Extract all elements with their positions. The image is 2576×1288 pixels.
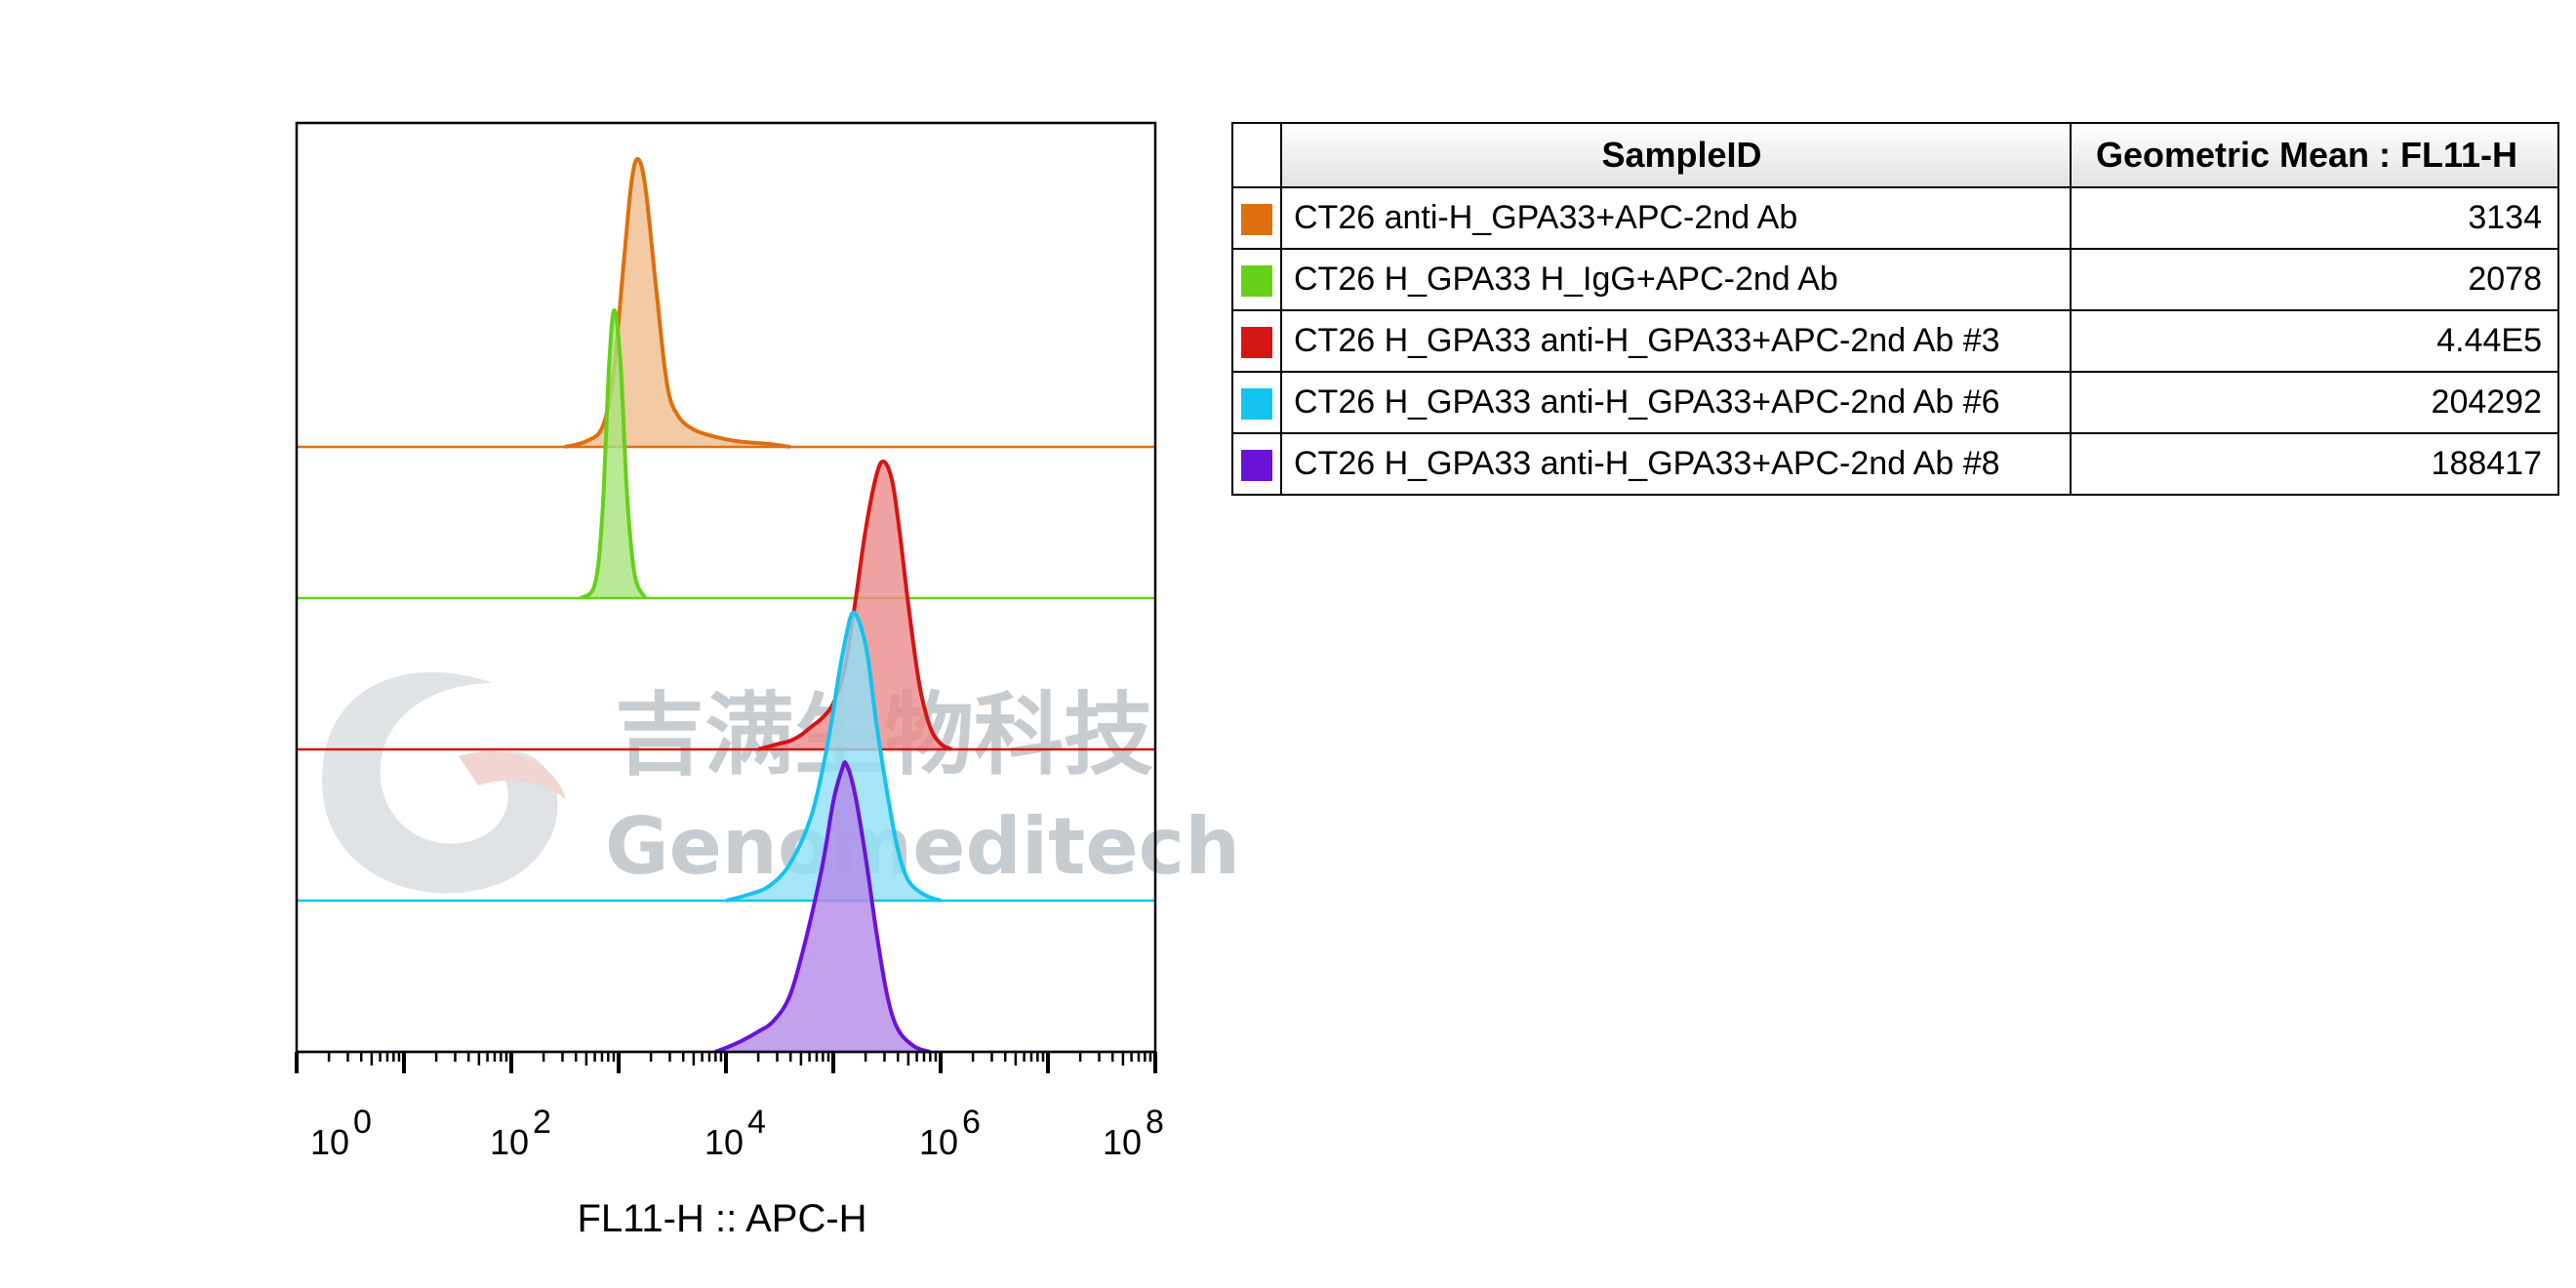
legend-swatch-cell xyxy=(1231,432,1282,496)
watermark-accent-icon xyxy=(459,751,566,800)
histogram-outline xyxy=(564,156,791,449)
legend-geo-mean: 2078 xyxy=(2070,248,2559,311)
x-tick-label: 10 8 xyxy=(1103,1104,1164,1162)
watermark-swirl-icon xyxy=(322,671,558,894)
legend-sample-name: CT26 H_GPA33 anti-H_GPA33+APC-2nd Ab #6 xyxy=(1280,371,2072,434)
legend-row: CT26 H_GPA33 anti-H_GPA33+APC-2nd Ab #3 … xyxy=(1231,309,2559,373)
legend-geo-mean: 204292 xyxy=(2070,371,2559,434)
watermark-logo: 吉满生物科技 Genomeditech xyxy=(322,671,1240,894)
histogram-outline xyxy=(580,307,648,600)
histogram-fill xyxy=(715,762,930,1052)
legend-sample-name: CT26 anti-H_GPA33+APC-2nd Ab xyxy=(1280,186,2072,250)
legend-geo-mean: 188417 xyxy=(2070,432,2559,496)
legend-header-sample: SampleID xyxy=(1280,122,2072,188)
histogram-series xyxy=(297,156,1155,449)
histogram-series xyxy=(297,307,1155,600)
legend-swatch xyxy=(1241,204,1272,236)
legend-geo-mean: 4.44E5 xyxy=(2070,309,2559,373)
legend-swatch xyxy=(1241,388,1272,421)
legend-header-swatch xyxy=(1231,122,1282,188)
histogram-fill xyxy=(726,612,941,901)
histogram-outline xyxy=(714,760,931,1054)
histogram-outline xyxy=(725,610,942,903)
legend-geo-mean: 3134 xyxy=(2070,186,2559,250)
plot-frame xyxy=(295,121,1157,1054)
legend-swatch xyxy=(1241,327,1272,359)
legend-row: CT26 anti-H_GPA33+APC-2nd Ab 3134 xyxy=(1231,186,2559,250)
x-axis: 10 0 10 2 10 4 10 6 10 8 xyxy=(295,1052,1164,1162)
legend-sample-name: CT26 H_GPA33 H_IgG+APC-2nd Ab xyxy=(1280,248,2072,311)
histogram-fill xyxy=(565,158,790,448)
legend-row: CT26 H_GPA33 anti-H_GPA33+APC-2nd Ab #8 … xyxy=(1231,432,2559,496)
legend-header-value: Geometric Mean : FL11-H xyxy=(2070,122,2559,188)
histogram-fill xyxy=(581,310,646,598)
x-tick-label: 10 0 xyxy=(310,1104,372,1162)
histogram-series xyxy=(297,459,1155,751)
watermark-text-en: Genomeditech xyxy=(605,801,1240,892)
histogram-outline xyxy=(757,459,952,751)
legend-swatch xyxy=(1241,450,1272,482)
legend-sample-name: CT26 H_GPA33 anti-H_GPA33+APC-2nd Ab #8 xyxy=(1280,432,2072,496)
legend-swatch-cell xyxy=(1231,371,1282,434)
legend-sample-name: CT26 H_GPA33 anti-H_GPA33+APC-2nd Ab #3 xyxy=(1280,309,2072,373)
legend-table: SampleID Geometric Mean : FL11-H CT26 an… xyxy=(1231,122,2559,496)
series-layer xyxy=(297,156,1155,1054)
legend-body: CT26 anti-H_GPA33+APC-2nd Ab 3134 CT26 H… xyxy=(1231,186,2559,496)
legend-swatch-cell xyxy=(1231,309,1282,373)
x-tick-label: 10 2 xyxy=(490,1104,551,1162)
legend-row: CT26 H_GPA33 H_IgG+APC-2nd Ab 2078 xyxy=(1231,248,2559,311)
histogram-fill xyxy=(758,461,951,749)
legend-row: CT26 H_GPA33 anti-H_GPA33+APC-2nd Ab #6 … xyxy=(1231,371,2559,434)
x-tick-label: 10 4 xyxy=(704,1104,766,1162)
x-tick-label: 10 6 xyxy=(919,1104,981,1162)
x-axis-label: FL11-H :: APC-H xyxy=(577,1197,866,1240)
histogram-series xyxy=(297,610,1155,903)
legend-swatch-cell xyxy=(1231,186,1282,250)
legend-swatch-cell xyxy=(1231,248,1282,311)
legend-swatch xyxy=(1241,265,1272,298)
legend-header-row: SampleID Geometric Mean : FL11-H xyxy=(1231,122,2559,188)
